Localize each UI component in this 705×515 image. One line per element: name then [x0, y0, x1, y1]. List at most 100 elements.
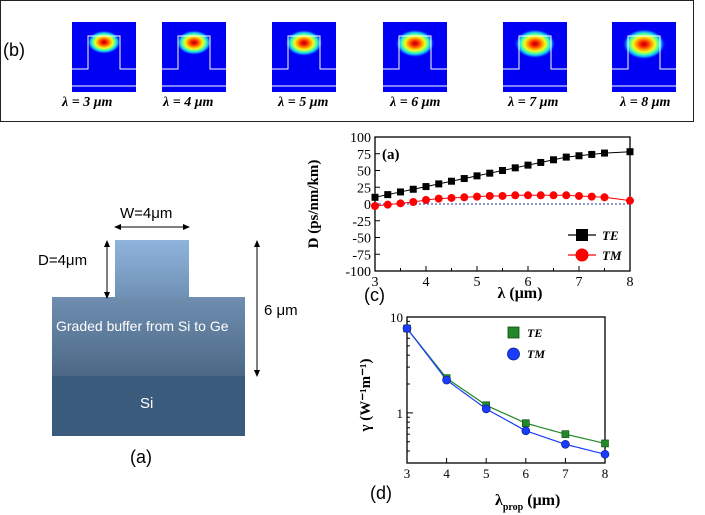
- waveguide-svg: [52, 224, 260, 436]
- mode-wavelength-label: λ = 8 μm: [620, 95, 671, 110]
- data-point-tm: [422, 195, 430, 204]
- legend: TE TM: [568, 228, 622, 263]
- height-label: 6 μm: [264, 302, 298, 319]
- data-point-tm: [396, 199, 405, 208]
- nonlinear-coefficient-chart: γ (W⁻¹m⁻¹) λprop (μm) 3 4 5 6 7 8 10 1 TE TM: [358, 310, 610, 513]
- dispersion-chart: D (ps/nm/km) (a) λ (μm) 3 4 5 6 7 8 -100 -75-50…: [306, 131, 634, 302]
- y-tick-label: 0: [364, 198, 371, 213]
- data-point-te: [524, 161, 532, 169]
- substrate-label: Si: [140, 395, 154, 412]
- mode-profile-image: [503, 22, 567, 92]
- data-point-tm: [524, 191, 532, 200]
- data-point-tm: [511, 191, 520, 200]
- legend-te: TE: [602, 228, 619, 243]
- mode-profile-image: [383, 22, 447, 92]
- data-point-te: [460, 175, 468, 183]
- width-label: W=4μm: [120, 205, 173, 222]
- data-point-tm: [402, 324, 412, 333]
- data-point-te: [397, 188, 404, 196]
- x-axis-label: λprop (μm): [495, 492, 560, 513]
- mode-profile-panel: (b) λ = 3 μm λ = 4 μm λ = 5 μm λ = 6 μm λ = …: [0, 0, 694, 122]
- x-tick-label: 4: [423, 275, 430, 290]
- mode-wavelength-label: λ = 4 μm: [163, 95, 214, 110]
- mode-profile-image: [72, 22, 136, 92]
- depth-label: D=4μm: [38, 252, 88, 269]
- data-point-te: [561, 430, 570, 438]
- data-point-te: [409, 185, 417, 193]
- data-point-tm: [460, 193, 469, 202]
- y-tick-label: 75: [357, 148, 371, 163]
- y-tick-label: 10: [390, 310, 403, 325]
- data-point-tm: [575, 191, 583, 200]
- data-point-te: [371, 193, 379, 201]
- y-tick-label: -75: [352, 248, 371, 263]
- mode-wavelength-label: λ = 7 μm: [508, 95, 559, 110]
- data-point-te: [511, 164, 519, 172]
- legend-te: TE: [527, 326, 542, 340]
- data-point-tm: [587, 192, 596, 201]
- mode-wavelength-label: λ = 6 μm: [390, 95, 441, 110]
- data-point-tm: [549, 191, 558, 200]
- data-point-tm: [562, 191, 571, 200]
- x-tick-label: 6: [523, 466, 530, 481]
- data-point-tm: [383, 200, 392, 209]
- data-point-te: [550, 156, 557, 164]
- panel-b-label: (b): [3, 40, 25, 60]
- data-point-tm: [447, 193, 456, 202]
- mode-wavelength-label: λ = 5 μm: [278, 95, 329, 110]
- panel-a-caption: (a): [130, 447, 152, 467]
- x-label-sub: prop: [503, 502, 524, 513]
- y-tick-label: 50: [357, 165, 371, 180]
- x-label-unit: (μm): [527, 492, 560, 509]
- y-axis-label: D (ps/nm/km): [306, 160, 322, 249]
- data-point-te: [448, 177, 455, 185]
- data-point-tm: [481, 404, 491, 414]
- y-tick-label: -25: [352, 215, 371, 230]
- data-point-te: [473, 172, 481, 180]
- data-point-tm: [536, 191, 545, 200]
- data-point-tm: [561, 440, 570, 449]
- data-point-te: [422, 183, 430, 191]
- y-tick-label: 100: [350, 131, 371, 146]
- graded-buffer: [52, 297, 245, 378]
- x-label-main: λ: [495, 492, 503, 509]
- data-point-te: [562, 153, 570, 161]
- y-tick-label: -50: [352, 232, 371, 247]
- x-tick-label: 4: [443, 466, 450, 481]
- legend-tm: TM: [602, 248, 622, 263]
- x-tick-label: 7: [562, 466, 569, 481]
- ridge: [115, 240, 189, 300]
- data-point-tm: [442, 375, 451, 385]
- x-tick-label: 8: [602, 466, 609, 481]
- data-point-tm: [409, 197, 418, 206]
- data-point-te: [384, 191, 392, 199]
- x-tick-label: 7: [576, 275, 583, 290]
- legend: TE TM: [507, 326, 545, 361]
- x-axis-label: λ (μm): [498, 285, 543, 302]
- data-point-te: [499, 167, 506, 174]
- data-point-te: [522, 419, 530, 428]
- x-tick-label: 3: [372, 275, 379, 290]
- data-point-te: [435, 180, 443, 188]
- data-point-tm: [600, 193, 609, 202]
- data-point-tm: [371, 202, 379, 211]
- mode-profile-image: [162, 22, 226, 92]
- data-point-te: [601, 439, 609, 448]
- data-point-te: [537, 158, 545, 166]
- mode-wavelength-label: λ = 3 μm: [62, 95, 113, 110]
- x-tick-label: 6: [525, 275, 532, 290]
- data-point-tm: [600, 449, 610, 459]
- mode-profile-image: [612, 22, 676, 92]
- panel-d-caption: (d): [370, 483, 392, 503]
- y-tick-label: -100: [345, 265, 371, 280]
- data-point-tm: [473, 192, 481, 201]
- data-point-tm: [485, 191, 494, 200]
- plot-frame: [406, 316, 606, 464]
- fit-curve-te: [406, 328, 606, 444]
- data-point-te: [575, 152, 583, 160]
- x-tick-label: 8: [627, 275, 634, 290]
- y-axis-label: γ (W⁻¹m⁻¹): [358, 358, 374, 432]
- panel-c-caption: (c): [364, 285, 385, 305]
- si-substrate: [52, 376, 245, 436]
- data-point-tm: [521, 426, 531, 436]
